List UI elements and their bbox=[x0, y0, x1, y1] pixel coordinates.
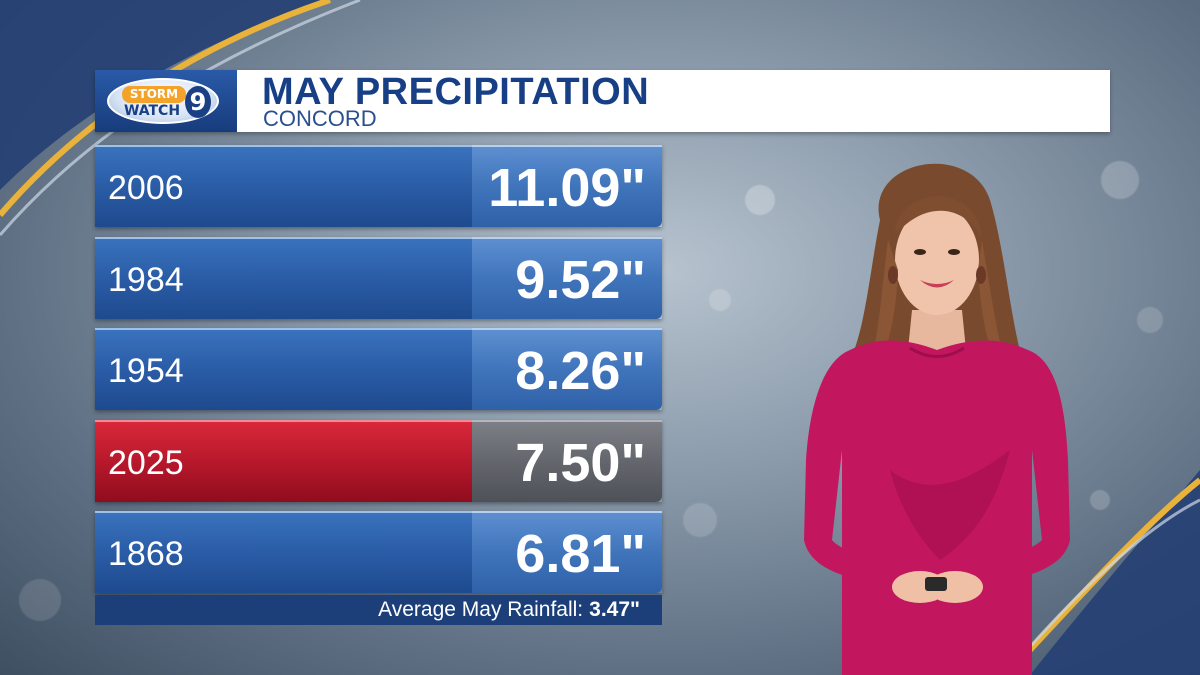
page-title: MAY PRECIPITATION bbox=[262, 71, 650, 113]
logo-box: STORM WATCH 9 bbox=[95, 70, 237, 132]
row-year: 2006 bbox=[95, 145, 472, 227]
row-value: 9.52" bbox=[472, 236, 662, 319]
list-item: 1984 9.52" bbox=[95, 236, 662, 319]
row-value: 7.50" bbox=[472, 419, 662, 502]
list-item: 2006 11.09" bbox=[95, 145, 662, 227]
logo-watch-text: WATCH bbox=[123, 103, 181, 119]
logo-storm-text: STORM bbox=[122, 86, 186, 103]
list-item-highlighted: 2025 7.50" bbox=[95, 419, 662, 502]
row-value: 8.26" bbox=[472, 328, 662, 410]
stormwatch-logo: STORM WATCH 9 bbox=[107, 78, 219, 124]
precipitation-list: 2006 11.09" 1984 9.52" 1954 8.26" 2025 7… bbox=[95, 145, 662, 603]
row-value: 11.09" bbox=[472, 145, 662, 227]
row-year: 1868 bbox=[95, 511, 472, 593]
average-label: Average May Rainfall: bbox=[378, 598, 584, 621]
row-year: 1984 bbox=[95, 236, 472, 319]
row-year: 1954 bbox=[95, 328, 472, 410]
list-item: 1868 6.81" bbox=[95, 511, 662, 593]
average-footer: Average May Rainfall: 3.47" bbox=[95, 595, 662, 625]
list-item: 1954 8.26" bbox=[95, 328, 662, 410]
logo-channel-number: 9 bbox=[185, 86, 211, 118]
row-value: 6.81" bbox=[472, 511, 662, 593]
page-subtitle: CONCORD bbox=[263, 106, 377, 131]
presenter-figure bbox=[804, 163, 1070, 675]
average-value: 3.47" bbox=[589, 598, 640, 621]
title-header: STORM WATCH 9 MAY PRECIPITATION CONCORD bbox=[95, 70, 1110, 132]
row-year: 2025 bbox=[95, 419, 472, 502]
